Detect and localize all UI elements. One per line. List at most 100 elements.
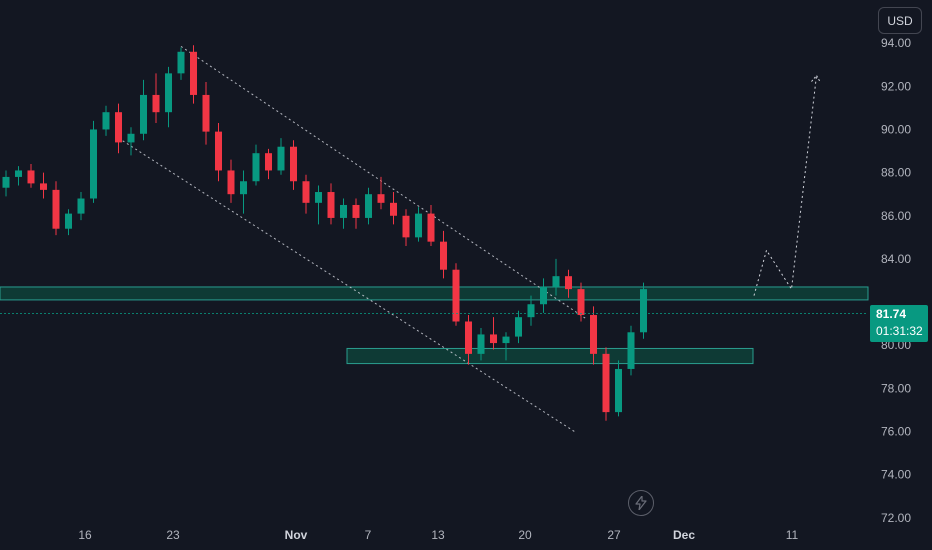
candle <box>40 172 47 199</box>
candle-body <box>215 131 222 171</box>
candle-body <box>627 332 635 369</box>
time-tick-label: 13 <box>431 528 445 542</box>
candle-body <box>252 153 260 182</box>
candle-body <box>340 204 347 218</box>
candle-body <box>152 94 160 113</box>
candle-body <box>90 129 97 199</box>
candle <box>215 122 222 182</box>
candle <box>15 166 22 186</box>
candle-body <box>40 183 47 190</box>
channel-upper-line[interactable] <box>180 45 588 320</box>
candle <box>352 198 360 229</box>
candle <box>515 310 522 344</box>
candle <box>252 144 260 186</box>
projection-arrowhead <box>811 74 821 83</box>
candle <box>552 258 560 296</box>
time-tick-label: 11 <box>786 528 799 542</box>
price-tick-label: 78.00 <box>881 381 911 395</box>
candle-body <box>127 133 135 143</box>
candle <box>77 192 85 221</box>
candle <box>27 163 35 188</box>
price-tick-label: 72.00 <box>881 511 911 525</box>
candle-body <box>65 213 72 229</box>
candle-body <box>415 213 422 238</box>
candle-body <box>452 269 460 322</box>
candle <box>140 79 147 141</box>
candle <box>427 204 435 246</box>
candle-body <box>290 146 297 182</box>
candle-body <box>527 304 535 318</box>
zones-layer <box>0 286 869 365</box>
candle-body <box>390 202 397 216</box>
time-tick-label: 23 <box>166 528 180 542</box>
candles-layer <box>2 45 647 421</box>
candle <box>190 45 197 104</box>
candle-body <box>615 368 622 413</box>
candle-body <box>490 334 497 344</box>
bar-countdown: 01:31:32 <box>876 324 923 338</box>
candle <box>2 170 10 197</box>
candle <box>415 207 422 242</box>
candle <box>490 317 497 350</box>
candle-body <box>402 215 410 238</box>
candle <box>540 278 547 313</box>
price-tick-label: 74.00 <box>881 468 911 482</box>
candle-body <box>502 336 510 344</box>
candle-body <box>2 176 10 188</box>
candle <box>115 103 122 154</box>
lightning-icon[interactable] <box>628 490 654 516</box>
channel-trendlines <box>118 45 588 432</box>
candle-body <box>227 170 235 195</box>
candle <box>365 187 372 225</box>
resistance-zone[interactable] <box>0 286 869 301</box>
candle-body <box>102 112 110 130</box>
candle-body <box>327 192 335 218</box>
candle-body <box>602 353 610 413</box>
candle-body <box>540 286 547 305</box>
candle-body <box>240 181 247 195</box>
candle-body <box>640 289 647 333</box>
candle <box>102 105 110 136</box>
currency-button[interactable]: USD <box>878 7 922 34</box>
candle-body <box>15 170 22 177</box>
candle <box>165 66 172 128</box>
candle <box>640 282 647 339</box>
candle-body <box>515 317 522 337</box>
channel-lower-line[interactable] <box>118 137 575 432</box>
candle-body <box>77 198 85 214</box>
price-tick-label: 90.00 <box>881 122 911 136</box>
candle-body <box>315 192 322 203</box>
candle <box>452 263 460 326</box>
time-tick-label: 7 <box>365 528 372 542</box>
candle-body <box>577 289 585 316</box>
candle <box>590 306 597 365</box>
currency-label: USD <box>887 13 913 28</box>
candle <box>565 269 572 298</box>
candle <box>127 127 135 156</box>
candle <box>90 120 97 203</box>
candle-body <box>352 204 360 218</box>
candle-body <box>165 73 172 113</box>
projection-line[interactable] <box>753 75 817 296</box>
support-zone[interactable] <box>346 347 754 365</box>
candle-body <box>440 241 447 270</box>
time-tick-label: Dec <box>673 528 695 542</box>
candle-body <box>277 146 285 171</box>
candle-body <box>365 194 372 218</box>
time-tick-label: 16 <box>78 528 92 542</box>
candle <box>440 230 447 279</box>
candle <box>302 174 310 214</box>
candle-body <box>427 213 435 242</box>
candle <box>152 73 160 123</box>
candle-body <box>590 315 597 354</box>
candle-body <box>190 51 197 95</box>
price-tick-label: 88.00 <box>881 166 911 180</box>
candle-body <box>52 189 60 229</box>
lightning-glyph <box>635 496 647 510</box>
candle-body <box>552 276 560 287</box>
price-tick-label: 94.00 <box>881 36 911 50</box>
last-price-value: 81.74 <box>876 307 907 321</box>
candle <box>265 148 272 180</box>
candle <box>402 209 410 246</box>
